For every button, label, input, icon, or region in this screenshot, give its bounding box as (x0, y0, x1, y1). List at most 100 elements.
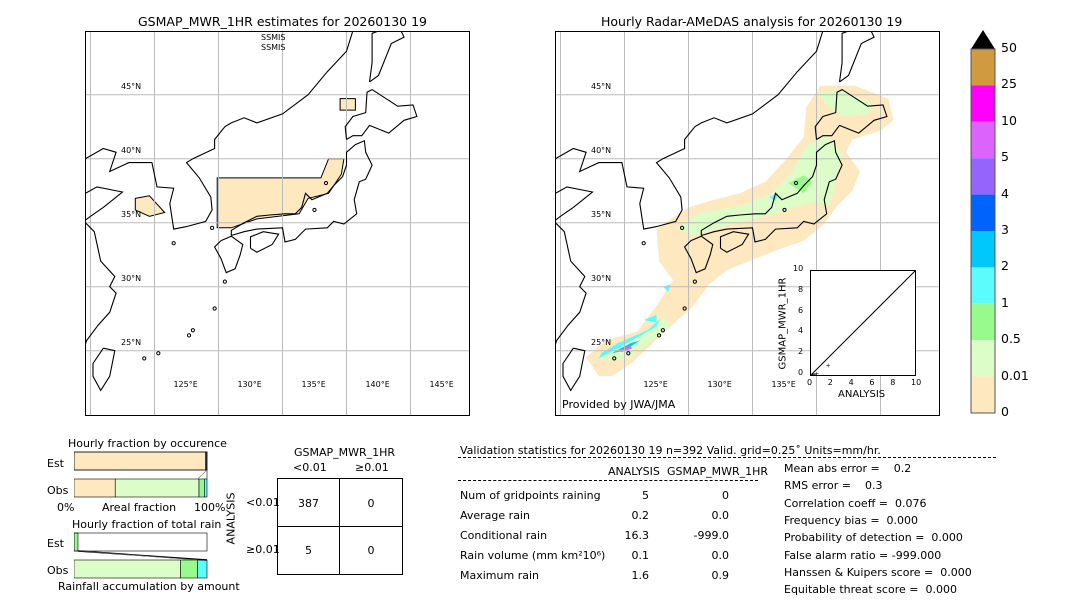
inset-xtick: 6 (869, 378, 875, 387)
coastline-mainland (556, 222, 587, 345)
colorbar-label: 10 (1001, 112, 1017, 128)
analysis-rain-area (643, 314, 657, 323)
coastline-mainland (86, 222, 117, 345)
coastline-sakhalin (368, 32, 405, 83)
est-bar-frame (74, 451, 208, 471)
analysis-rain-area (598, 318, 661, 359)
colorbar-label: 0.01 (1001, 367, 1029, 383)
right-map-title: Hourly Radar-AMeDAS analysis for 2026013… (601, 14, 903, 29)
contingency-row-label: ≥0.01 (246, 543, 280, 556)
inset-ylabel: GSMAP_MWR_1HR (777, 277, 789, 370)
colorbar-segment (971, 303, 995, 341)
analysis-rain-area (662, 284, 671, 292)
occurrence-chart (74, 451, 208, 498)
contingency-cell: 0 (367, 544, 375, 557)
coastline-hokkaido (344, 88, 418, 140)
inset-xtick: 0 (807, 378, 813, 387)
stats-row-analysis: 1.6 (631, 569, 650, 582)
lon-label: 135°E (301, 380, 326, 389)
inset-xtick: 8 (890, 378, 896, 387)
inset-scatter: +++++ (810, 270, 916, 379)
estimate-rain-area (339, 98, 356, 111)
island (323, 180, 329, 186)
inset-ytick: 6 (798, 305, 804, 315)
lat-label: 30°N (591, 273, 612, 283)
stats-row-gsmap: 0 (722, 489, 729, 502)
lat-label: 45°N (591, 81, 612, 91)
lon-label: 140°E (365, 380, 390, 389)
island (793, 180, 799, 186)
obs-bar-segment (114, 478, 200, 498)
island (782, 207, 787, 213)
island (171, 241, 176, 246)
stats-row-gsmap: 0.9 (711, 569, 730, 582)
stats-col-gsmap: GSMAP_MWR_1HR (667, 465, 769, 478)
colorbar-segment (971, 158, 995, 195)
colorbar-segment (971, 340, 995, 377)
stats-row-label: Conditional rain (460, 529, 548, 542)
lat-label: 35°N (121, 209, 142, 219)
obs-bar-segment (198, 478, 205, 498)
occurrence-xtick-0: 0% (57, 501, 75, 514)
stats-col-analysis: ANALYSIS (608, 465, 660, 478)
stats-row-gsmap: 0.0 (711, 549, 730, 562)
rain-title: Hourly fraction of total rain (72, 518, 222, 531)
score-line: Probability of detection = 0.000 (784, 531, 963, 545)
island (312, 207, 317, 213)
island (679, 225, 685, 230)
occurrence-xtick-1: 100% (194, 501, 226, 514)
stats-row-analysis: 16.3 (624, 529, 650, 542)
contingency-col-title: GSMAP_MWR_1HR (294, 446, 396, 459)
rain-chart (74, 532, 208, 579)
occurrence-row-est: Est (47, 457, 64, 470)
inset-ytick: 10 (793, 264, 804, 273)
contingency-cell: 5 (305, 544, 312, 557)
contingency-col-label: <0.01 (293, 461, 327, 474)
colorbar-label: 0.5 (1001, 331, 1021, 347)
stats-header: Validation statistics for 20260130 19 n=… (460, 444, 881, 457)
colorbar (970, 30, 996, 414)
coastline-kyushu (683, 235, 714, 274)
obs-bar-segment (180, 559, 198, 579)
inset-ytick: 2 (798, 347, 804, 357)
island (209, 225, 215, 230)
rain-row-est: Est (47, 537, 64, 550)
stats-row-label: Num of gridpoints raining (460, 489, 601, 502)
stats-row-gsmap: 0.0 (711, 509, 730, 522)
coastline-korea (556, 32, 824, 230)
est-bar-frame (74, 532, 208, 552)
estimate-rain-area (216, 158, 345, 229)
island (142, 356, 147, 361)
obs-bar-segment (204, 478, 208, 498)
inset-xtick: 2 (827, 378, 833, 387)
obs-bar-segment (74, 559, 181, 579)
connector-line (197, 469, 208, 480)
analysis-rain-area (816, 90, 875, 117)
scatter-point: + (826, 363, 831, 370)
inset-ytick: 0 (798, 368, 804, 377)
island (656, 333, 662, 338)
island (190, 328, 195, 333)
stats-row-label: Rain volume (mm km²10⁶) (460, 549, 606, 562)
score-line: False alarm ratio = -999.000 (784, 548, 942, 562)
stats-row-analysis: 0.1 (631, 549, 650, 562)
coastline-honshu (230, 140, 373, 243)
analysis-rain-area (611, 340, 640, 354)
colorbar-segment (971, 231, 995, 268)
colorbar-segment (971, 194, 995, 231)
score-line: Correlation coeff = 0.076 (784, 496, 927, 510)
coastline-taiwan (92, 347, 116, 392)
occurrence-title: Hourly fraction by occurence (68, 437, 227, 450)
coastline-hokkaido (814, 88, 888, 140)
inset-xlabel: ANALYSIS (838, 389, 886, 400)
colorbar-label: 3 (1001, 222, 1009, 237)
stats-row-analysis: 5 (642, 489, 649, 502)
lon-label: 135°E (771, 380, 796, 389)
colorbar-label: 2 (1001, 258, 1009, 274)
lat-label: 30°N (121, 273, 142, 283)
lat-label: 40°N (591, 145, 612, 155)
lat-label: 25°N (121, 337, 142, 347)
island (692, 279, 697, 284)
analysis-rain-area (769, 193, 779, 201)
score-line: RMS error = 0.3 (784, 479, 883, 493)
